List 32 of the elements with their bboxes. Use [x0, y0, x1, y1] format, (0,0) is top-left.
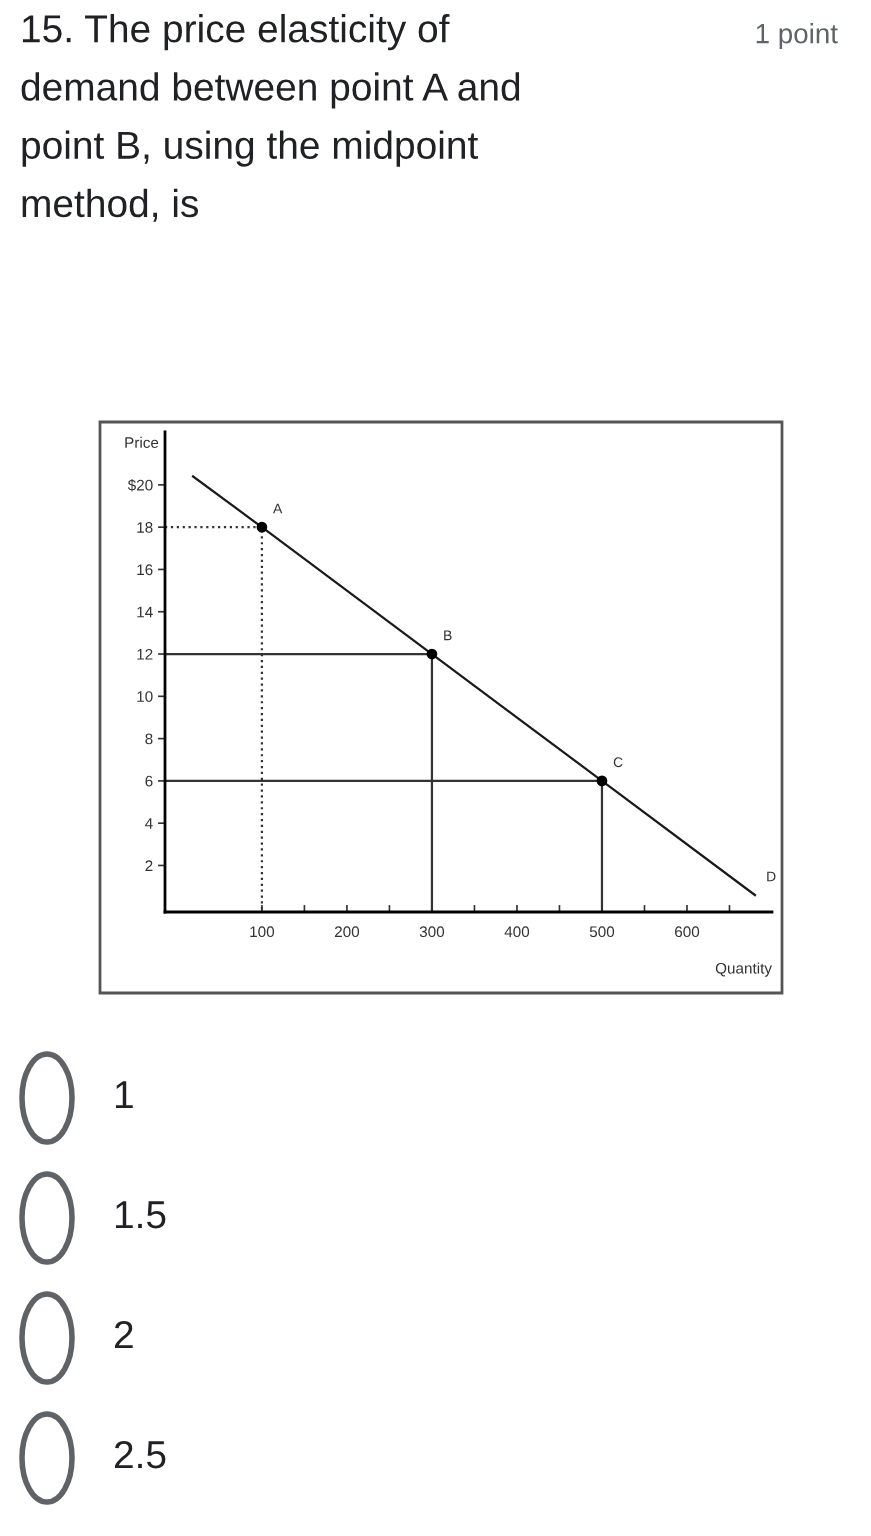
y-axis-title: Price [125, 436, 159, 449]
line-series [191, 475, 757, 897]
annotation: B [444, 630, 452, 641]
x-tick-label: 500 [589, 926, 615, 938]
y-tick-label: 18 [137, 522, 153, 533]
x-tick-label: 400 [504, 926, 530, 938]
y-tick-label: 2 [145, 860, 153, 872]
x-axis-title: Quantity [715, 962, 772, 977]
x-tick-label: 100 [250, 926, 275, 938]
text: 1.5 [115, 1201, 166, 1229]
y-tick-label: $20 [127, 479, 153, 492]
text: 2 [114, 1320, 133, 1349]
point [596, 775, 608, 787]
text: 2.5 [114, 1440, 166, 1469]
y-tick-label: 12 [137, 648, 153, 660]
annotation: A [273, 503, 283, 514]
text: 1 [115, 1081, 133, 1109]
chart-title: 15. The price elasticity of demand between point A and point B, using the midpoint method, is [21, 14, 520, 222]
y-tick-label: 14 [137, 606, 153, 618]
x-tick-label: 200 [334, 926, 360, 938]
y-tick-label: 4 [145, 818, 153, 829]
point [256, 521, 268, 533]
y-tick-label: 6 [145, 775, 153, 787]
y-tick-label: 8 [145, 733, 153, 745]
y-tick-label: 16 [137, 564, 153, 576]
point [426, 648, 438, 660]
annotation: D [767, 871, 776, 882]
text: 1 point [756, 23, 838, 49]
x-tick-label: 600 [675, 926, 700, 938]
x-tick-label: 300 [419, 926, 445, 938]
annotation: C [613, 757, 623, 768]
y-tick-label: 10 [137, 691, 153, 702]
